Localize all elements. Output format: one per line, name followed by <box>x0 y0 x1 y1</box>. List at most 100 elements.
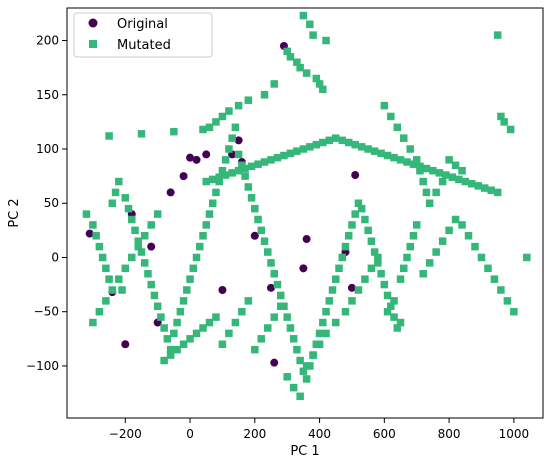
x-tick-label: −200 <box>109 427 142 441</box>
point-mutated <box>322 36 330 45</box>
point-mutated <box>241 172 249 180</box>
point-mutated <box>432 248 440 256</box>
legend: Original Mutated <box>73 12 213 58</box>
point-mutated <box>89 221 97 229</box>
point-mutated <box>396 318 405 327</box>
point-mutated <box>419 177 427 186</box>
point-original <box>299 264 308 273</box>
point-mutated <box>361 215 369 224</box>
point-original <box>179 172 188 181</box>
point-mutated <box>134 237 142 245</box>
point-mutated <box>319 318 327 327</box>
point-mutated <box>400 264 408 273</box>
point-mutated <box>500 118 508 126</box>
point-mutated <box>302 362 311 370</box>
point-mutated <box>497 112 505 121</box>
x-axis-label: PC 1 <box>290 444 319 459</box>
point-mutated <box>115 275 123 283</box>
point-mutated <box>403 158 411 166</box>
point-mutated <box>455 175 463 184</box>
point-mutated <box>140 259 149 267</box>
point-mutated <box>140 232 149 240</box>
point-mutated <box>493 188 502 197</box>
point-original <box>302 235 311 244</box>
point-mutated <box>234 150 243 159</box>
point-mutated <box>205 318 214 327</box>
point-mutated <box>267 156 275 164</box>
point-mutated <box>367 264 376 273</box>
point-mutated <box>319 138 327 147</box>
point-mutated <box>348 297 356 305</box>
point-mutated <box>422 164 431 173</box>
point-mutated <box>471 242 479 251</box>
point-mutated <box>276 302 285 311</box>
point-mutated <box>400 134 408 142</box>
point-mutated <box>251 204 259 213</box>
point-mutated <box>490 275 499 283</box>
point-mutated <box>293 58 301 66</box>
point-mutated <box>228 169 236 177</box>
point-mutated <box>451 215 460 224</box>
point-mutated <box>396 156 405 164</box>
point-mutated <box>396 275 405 283</box>
point-mutated <box>406 242 414 251</box>
y-tick-label: 200 <box>36 34 59 48</box>
point-mutated <box>215 177 223 186</box>
point-mutated <box>464 232 473 240</box>
point-mutated <box>338 136 346 145</box>
point-original <box>250 231 259 240</box>
point-mutated <box>260 237 269 245</box>
point-mutated <box>241 164 249 173</box>
point-mutated <box>380 101 389 110</box>
point-mutated <box>312 140 321 149</box>
point-mutated <box>484 264 492 273</box>
point-mutated <box>160 356 168 365</box>
point-mutated <box>374 253 382 262</box>
point-mutated <box>124 204 133 213</box>
point-original <box>202 150 211 159</box>
point-mutated <box>497 286 505 294</box>
point-mutated <box>166 345 175 354</box>
point-original <box>234 136 243 145</box>
point-mutated <box>425 259 434 267</box>
point-mutated <box>254 160 262 168</box>
point-mutated <box>212 118 220 126</box>
point-mutated <box>364 226 372 235</box>
point-mutated <box>173 318 181 327</box>
point-mutated <box>361 275 369 283</box>
point-mutated <box>202 177 210 186</box>
point-mutated <box>409 160 418 168</box>
point-mutated <box>293 147 301 155</box>
point-mutated <box>111 188 120 197</box>
point-mutated <box>108 199 117 207</box>
point-mutated <box>335 264 343 273</box>
points-layer <box>82 11 531 401</box>
point-mutated <box>199 232 207 240</box>
point-mutated <box>451 161 460 170</box>
point-mutated <box>147 221 155 229</box>
point-mutated <box>341 242 350 251</box>
y-axis-ticks: −100 −50 0 50 100 150 200 <box>26 34 67 373</box>
point-mutated <box>283 313 291 321</box>
point-mutated <box>218 166 227 175</box>
point-mutated <box>289 335 298 343</box>
point-mutated <box>228 134 236 142</box>
x-axis-ticks: −200 0 200 400 600 800 1000 <box>109 418 529 441</box>
y-tick-label: −50 <box>34 305 59 319</box>
point-mutated <box>374 259 382 267</box>
point-mutated <box>105 132 113 140</box>
point-original <box>166 188 175 197</box>
point-mutated <box>247 194 256 202</box>
point-mutated <box>115 177 123 186</box>
point-mutated <box>170 329 178 338</box>
point-mutated <box>147 280 155 289</box>
point-mutated <box>286 53 295 61</box>
point-mutated <box>260 158 269 166</box>
point-mutated <box>82 210 91 218</box>
point-mutated <box>416 162 424 171</box>
point-mutated <box>474 182 482 190</box>
point-mutated <box>257 226 266 235</box>
point-mutated <box>221 156 230 164</box>
legend-marker-mutated <box>89 40 97 48</box>
